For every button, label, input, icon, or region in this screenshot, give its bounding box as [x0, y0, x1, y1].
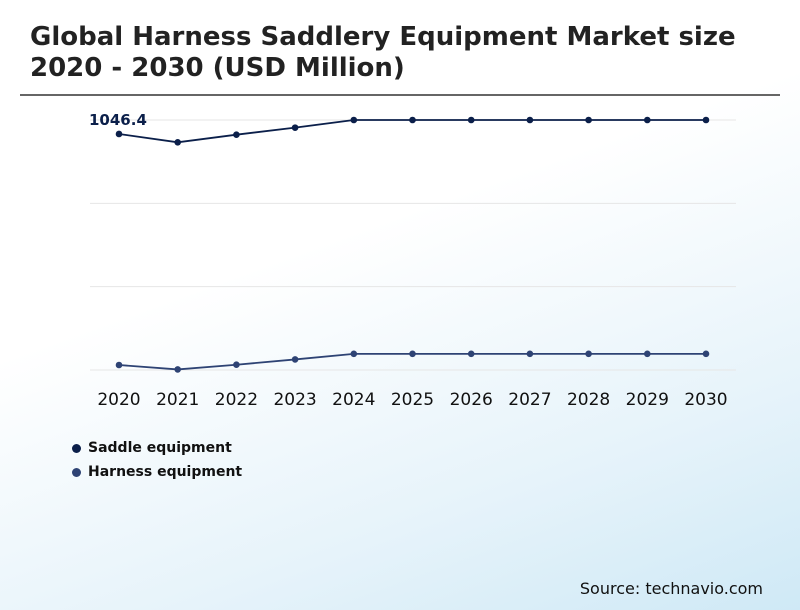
data-point — [409, 116, 416, 124]
data-point — [291, 124, 299, 131]
x-tick-label: 2030 — [684, 390, 727, 410]
gridlines — [90, 119, 736, 371]
legend-label: Saddle equipment — [88, 440, 232, 456]
x-tick-label: 2023 — [273, 390, 316, 410]
data-point — [644, 116, 651, 124]
data-point — [526, 116, 534, 124]
data-point — [174, 139, 181, 146]
data-point — [526, 350, 534, 358]
x-tick-label: 2025 — [391, 390, 434, 410]
data-point — [702, 350, 710, 358]
data-point — [233, 361, 240, 369]
data-labels: 1046.4 — [89, 111, 147, 129]
data-point — [291, 356, 299, 363]
x-tick-label: 2024 — [332, 390, 375, 410]
x-tick-label: 2020 — [97, 390, 140, 410]
data-point — [467, 116, 475, 124]
data-point — [702, 116, 710, 124]
data-point — [350, 350, 358, 358]
x-tick-label: 2029 — [626, 390, 669, 410]
series-lines — [118, 119, 706, 371]
x-tick-label: 2021 — [156, 390, 199, 410]
x-axis-tick-labels: 2020 2021 2022 2023 2024 2025 2026 2027 2028 2029… — [97, 390, 727, 410]
series-line-1 — [118, 119, 706, 144]
x-tick-label: 2028 — [567, 390, 610, 410]
data-label: 1046.4 — [89, 111, 147, 129]
data-point — [115, 130, 123, 138]
data-point — [409, 350, 416, 358]
legend-item: Saddle equipment — [72, 436, 242, 460]
legend: Saddle equipment Harness equipment — [72, 436, 242, 484]
data-point — [467, 350, 475, 358]
legend-marker-icon — [72, 467, 81, 477]
chart-title: Global Harness Saddlery Equipment Market… — [30, 22, 736, 83]
data-point — [585, 350, 592, 358]
legend-item: Harness equipment — [72, 460, 242, 484]
x-tick-label: 2026 — [450, 390, 493, 410]
data-point — [585, 116, 592, 124]
data-point — [174, 366, 181, 373]
data-point — [233, 131, 240, 138]
title-divider — [20, 94, 780, 96]
data-point — [350, 116, 358, 124]
data-point — [115, 361, 123, 369]
legend-marker-icon — [72, 443, 81, 453]
x-tick-label: 2027 — [508, 390, 551, 410]
source-credit: Source: technavio.com — [579, 579, 763, 598]
legend-label: Harness equipment — [88, 464, 243, 480]
data-point — [644, 350, 651, 358]
x-tick-label: 2022 — [215, 390, 258, 410]
series-points — [115, 116, 710, 373]
